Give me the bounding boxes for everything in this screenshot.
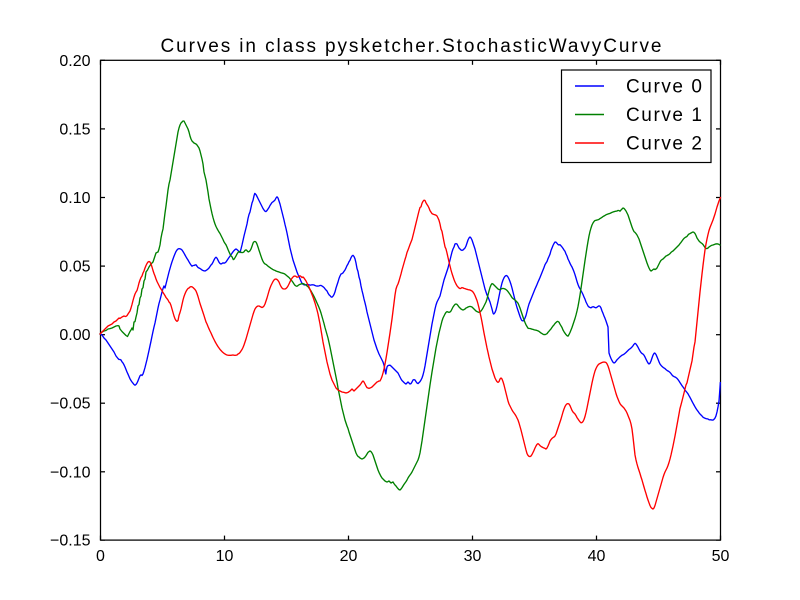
- svg-text:Curves in class pysketcher.Sto: Curves in class pysketcher.StochasticWav…: [161, 36, 662, 57]
- svg-text:10: 10: [216, 548, 234, 565]
- svg-text:0: 0: [96, 548, 105, 565]
- svg-text:0.05: 0.05: [59, 259, 90, 276]
- svg-text:−0.10: −0.10: [50, 464, 91, 481]
- svg-text:20: 20: [340, 548, 358, 565]
- svg-text:Curve 1: Curve 1: [626, 105, 702, 126]
- svg-text:Curve 2: Curve 2: [626, 134, 702, 155]
- svg-text:30: 30: [464, 548, 482, 565]
- svg-text:40: 40: [588, 548, 606, 565]
- svg-text:0.10: 0.10: [59, 190, 90, 207]
- svg-text:−0.15: −0.15: [50, 533, 91, 550]
- svg-text:50: 50: [712, 548, 730, 565]
- svg-text:0.15: 0.15: [59, 121, 90, 138]
- svg-text:0.00: 0.00: [59, 327, 90, 344]
- svg-text:−0.05: −0.05: [50, 396, 91, 413]
- svg-text:Curve 0: Curve 0: [626, 77, 702, 98]
- svg-text:0.20: 0.20: [59, 53, 90, 70]
